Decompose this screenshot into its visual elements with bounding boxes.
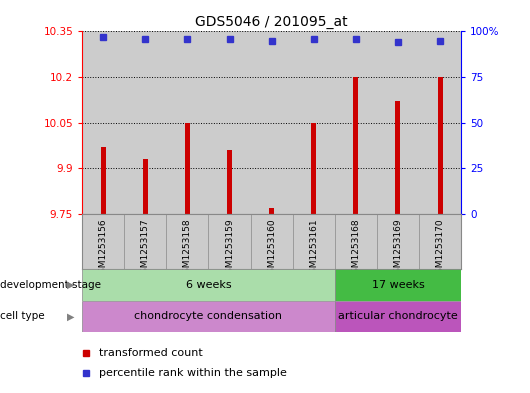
Bar	[124, 31, 166, 214]
Text: GSM1253156: GSM1253156	[99, 219, 108, 279]
Text: percentile rank within the sample: percentile rank within the sample	[99, 367, 287, 378]
Bar	[395, 101, 401, 214]
Bar	[208, 31, 251, 214]
Text: articular chondrocyte: articular chondrocyte	[338, 311, 458, 321]
Bar	[251, 31, 293, 214]
Bar	[269, 208, 274, 214]
Bar	[354, 77, 358, 214]
Title: GDS5046 / 201095_at: GDS5046 / 201095_at	[196, 15, 348, 29]
Text: GSM1253161: GSM1253161	[309, 219, 318, 279]
Bar	[208, 214, 251, 269]
Bar	[82, 31, 124, 214]
Text: chondrocyte condensation: chondrocyte condensation	[135, 311, 282, 321]
Bar	[335, 31, 377, 214]
Bar	[419, 214, 461, 269]
Bar	[82, 214, 124, 269]
Bar	[166, 31, 208, 214]
Bar	[419, 31, 461, 214]
Bar	[311, 123, 316, 214]
Bar	[335, 214, 377, 269]
Text: GSM1253157: GSM1253157	[141, 219, 150, 279]
Text: ▶: ▶	[67, 311, 74, 321]
Bar	[143, 160, 148, 214]
Text: GSM1253159: GSM1253159	[225, 219, 234, 279]
Text: GSM1253169: GSM1253169	[393, 219, 402, 279]
Bar	[377, 31, 419, 214]
Text: GSM1253170: GSM1253170	[436, 219, 445, 279]
Bar	[82, 269, 335, 301]
Text: GSM1253168: GSM1253168	[351, 219, 360, 279]
Text: GSM1253158: GSM1253158	[183, 219, 192, 279]
Bar	[124, 214, 166, 269]
Bar	[438, 77, 443, 214]
Text: ▶: ▶	[67, 280, 74, 290]
Text: 17 weeks: 17 weeks	[372, 280, 425, 290]
Bar	[82, 301, 335, 332]
Text: cell type: cell type	[0, 311, 45, 321]
Text: development stage: development stage	[0, 280, 101, 290]
Bar	[251, 214, 293, 269]
Bar	[101, 147, 105, 214]
Bar	[185, 123, 190, 214]
Bar	[335, 301, 461, 332]
Bar	[227, 150, 232, 214]
Text: GSM1253160: GSM1253160	[267, 219, 276, 279]
Bar	[293, 31, 335, 214]
Bar	[293, 214, 335, 269]
Text: transformed count: transformed count	[99, 348, 203, 358]
Bar	[377, 214, 419, 269]
Text: 6 weeks: 6 weeks	[186, 280, 231, 290]
Bar	[335, 269, 461, 301]
Bar	[166, 214, 208, 269]
